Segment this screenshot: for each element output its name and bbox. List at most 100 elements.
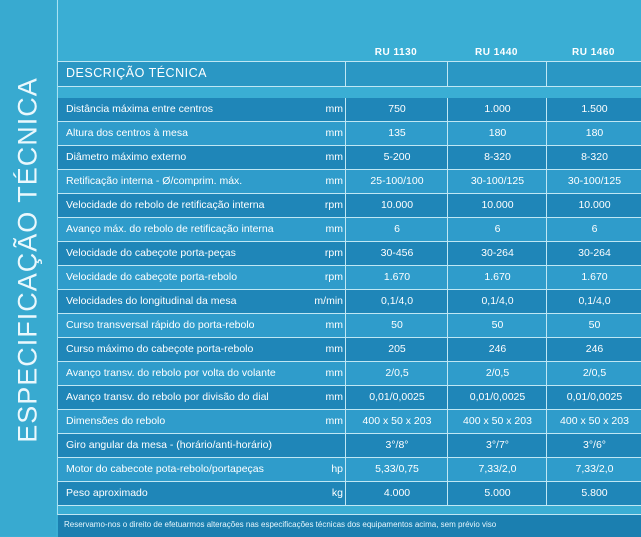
- row-value: 1.670: [345, 266, 448, 289]
- row-label: Retificação interna - Ø/comprim. máx.: [66, 175, 243, 187]
- row-unit: mm: [325, 175, 344, 187]
- row-value: 50: [546, 314, 641, 337]
- row-value: 6: [447, 218, 547, 241]
- row-unit: mm: [325, 343, 344, 355]
- row-unit: mm: [325, 151, 344, 163]
- section-title: DESCRIÇÃO TÉCNICA: [66, 66, 207, 80]
- row-value: 10.000: [345, 194, 448, 217]
- row-value: 0,1/4,0: [447, 290, 547, 313]
- table-row: Altura dos centros à mesa mm 135 180 180: [58, 122, 641, 146]
- table-row: Diâmetro máximo externo mm 5-200 8-320 8-320: [58, 146, 641, 170]
- row-label: Altura dos centros à mesa: [66, 127, 188, 139]
- row-value: 7,33/2,0: [447, 458, 547, 481]
- row-value: 0,1/4,0: [345, 290, 448, 313]
- side-panel: ESPECIFICAÇÃO TÉCNICA: [0, 0, 56, 536]
- row-value: 30-100/125: [546, 170, 641, 193]
- row-value: 7,33/2,0: [546, 458, 641, 481]
- row-label: Avanço transv. do rebolo por divisão do …: [66, 391, 269, 403]
- row-value: 400 x 50 x 203: [447, 410, 547, 433]
- row-label: Distância máxima entre centros: [66, 103, 214, 115]
- model-header-ru1440: RU 1440: [475, 47, 518, 58]
- row-value: 205: [345, 338, 448, 361]
- row-label: Velocidade do cabeçote porta-rebolo: [66, 271, 238, 283]
- row-value: 25-100/100: [345, 170, 448, 193]
- row-unit: mm: [325, 391, 344, 403]
- row-value: 3°/8°: [345, 434, 448, 457]
- row-label: Curso máximo do cabeçote porta-rebolo: [66, 343, 254, 355]
- table-row: Velocidade do cabeçote porta-rebolo rpm 1.…: [58, 266, 641, 290]
- row-value: 2/0,5: [546, 362, 641, 385]
- row-unit: rpm: [324, 271, 343, 283]
- row-label: Curso transversal rápido do porta-rebolo: [66, 319, 255, 331]
- row-value: 30-264: [447, 242, 547, 265]
- row-unit: mm: [325, 319, 344, 331]
- row-value: 3°/6°: [546, 434, 641, 457]
- row-value: 5.000: [447, 482, 547, 505]
- row-unit: rpm: [324, 199, 343, 211]
- row-value: 400 x 50 x 203: [345, 410, 448, 433]
- row-value: 30-100/125: [447, 170, 547, 193]
- row-value: 1.670: [447, 266, 547, 289]
- row-label: Dimensões do rebolo: [66, 415, 166, 427]
- row-label: Avanço transv. do rebolo por volta do vo…: [66, 367, 276, 379]
- row-unit: m/min: [314, 295, 343, 307]
- row-unit: mm: [325, 367, 344, 379]
- row-value: 10.000: [546, 194, 641, 217]
- row-value: 10.000: [447, 194, 547, 217]
- section-cell: [546, 62, 641, 86]
- row-value: 5-200: [345, 146, 448, 169]
- row-value: 2/0,5: [345, 362, 448, 385]
- table-row: Retificação interna - Ø/comprim. máx. mm 2…: [58, 170, 641, 194]
- row-value: 2/0,5: [447, 362, 547, 385]
- row-value: 50: [345, 314, 448, 337]
- row-value: 8-320: [546, 146, 641, 169]
- table-row: Avanço máx. do rebolo de retificação int…: [58, 218, 641, 242]
- row-unit: rpm: [324, 247, 343, 259]
- footer-disclaimer: Reservamo-nos o direito de efetuarmos al…: [64, 520, 497, 529]
- section-cell: [447, 62, 547, 86]
- row-label: Motor do cabecote pota-rebolo/portapeças: [66, 463, 264, 475]
- table-row: Velocidades do longitudinal da mesa m/min…: [58, 290, 641, 314]
- table-row: Curso transversal rápido do porta-rebolo…: [58, 314, 641, 338]
- row-value: 8-320: [447, 146, 547, 169]
- row-value: 5.800: [546, 482, 641, 505]
- row-value: 0,01/0,0025: [546, 386, 641, 409]
- table-row: Dimensões do rebolo mm 400 x 50 x 203 400 x…: [58, 410, 641, 434]
- model-header-ru1460: RU 1460: [572, 47, 615, 58]
- footer: Reservamo-nos o direito de efetuarmos al…: [58, 514, 641, 537]
- row-label: Velocidades do longitudinal da mesa: [66, 295, 237, 307]
- row-unit: hp: [331, 463, 343, 475]
- row-label: Peso aproximado: [66, 487, 148, 499]
- row-unit: mm: [325, 127, 344, 139]
- model-header-ru1130: RU 1130: [374, 47, 418, 58]
- row-value: 4.000: [345, 482, 448, 505]
- table-row: Curso máximo do cabeçote porta-rebolo mm 2…: [58, 338, 641, 362]
- row-unit: kg: [331, 487, 343, 499]
- row-label: Diâmetro máximo externo: [66, 151, 187, 163]
- row-label: Velocidade do rebolo de retificação inte…: [66, 199, 265, 211]
- row-value: 30-456: [345, 242, 448, 265]
- section-header-row: DESCRIÇÃO TÉCNICA: [58, 61, 641, 87]
- table-row: Avanço transv. do rebolo por volta do vo…: [58, 362, 641, 386]
- table-row: Avanço transv. do rebolo por divisão do …: [58, 386, 641, 410]
- table-row: Motor do cabecote pota-rebolo/portapeças…: [58, 458, 641, 482]
- row-label: Avanço máx. do rebolo de retificação int…: [66, 223, 274, 235]
- row-label: Giro angular da mesa - (horário/anti-hor…: [66, 439, 273, 451]
- row-value: 30-264: [546, 242, 641, 265]
- row-unit: mm: [325, 103, 344, 115]
- table-row: Giro angular da mesa - (horário/anti-hor…: [58, 434, 641, 458]
- row-label: Velocidade do cabeçote porta-peças: [66, 247, 236, 259]
- row-value: 246: [546, 338, 641, 361]
- row-value: 50: [447, 314, 547, 337]
- table-row: Distância máxima entre centros mm 750 1.000…: [58, 98, 641, 122]
- row-value: 400 x 50 x 203: [546, 410, 641, 433]
- table-row: Peso aproximado kg 4.000 5.000 5.800: [58, 482, 641, 506]
- table-row: Velocidade do cabeçote porta-peças rpm 30-…: [58, 242, 641, 266]
- divider-line: [57, 0, 58, 515]
- row-value: 0,1/4,0: [546, 290, 641, 313]
- row-value: 5,33/0,75: [345, 458, 448, 481]
- row-value: 750: [345, 98, 448, 121]
- row-value: 6: [546, 218, 641, 241]
- row-value: 1.670: [546, 266, 641, 289]
